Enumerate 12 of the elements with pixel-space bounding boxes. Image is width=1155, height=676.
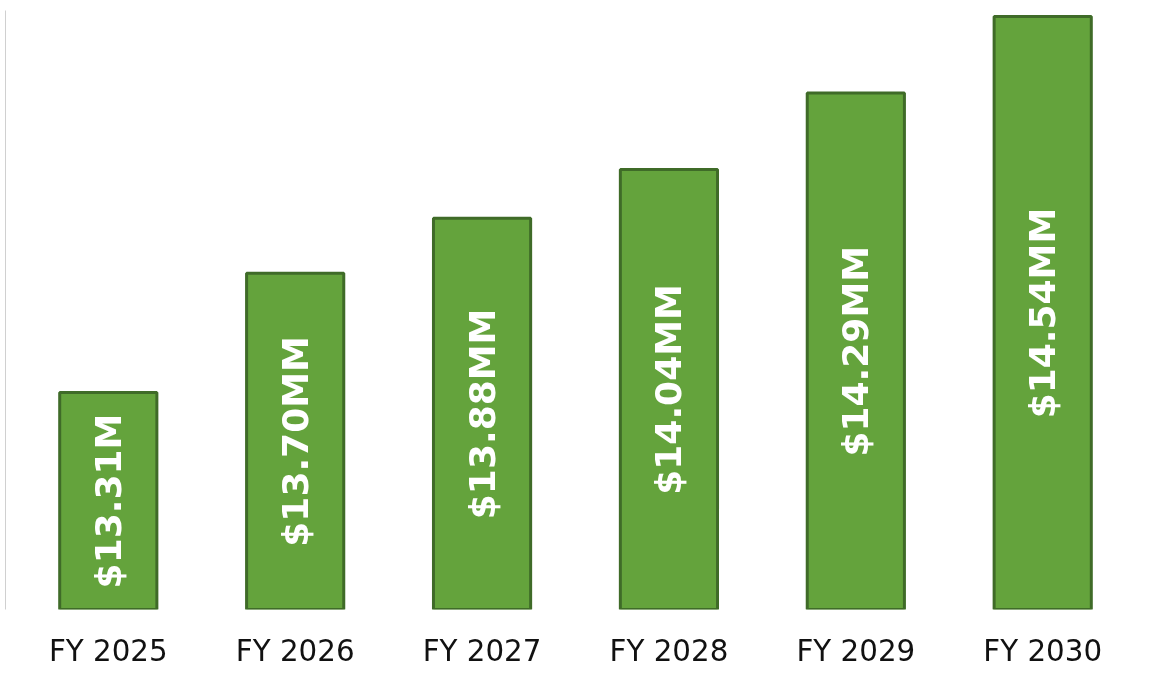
data-label: $14.29MM bbox=[835, 245, 877, 457]
data-label: $14.04MM bbox=[648, 284, 690, 495]
data-label: $13.31M bbox=[87, 413, 129, 589]
data-label: $14.54MM bbox=[1022, 207, 1064, 419]
data-label: $13.88MM bbox=[461, 308, 503, 520]
x-tick-label: FY 2026 bbox=[235, 633, 355, 668]
x-tick-label: FY 2030 bbox=[983, 633, 1103, 668]
x-tick-label: FY 2025 bbox=[48, 633, 168, 668]
x-tick-label: FY 2029 bbox=[796, 633, 916, 668]
data-label: $13.70MM bbox=[274, 336, 316, 547]
x-tick-label: FY 2027 bbox=[422, 633, 542, 668]
x-tick-label: FY 2028 bbox=[609, 633, 729, 668]
